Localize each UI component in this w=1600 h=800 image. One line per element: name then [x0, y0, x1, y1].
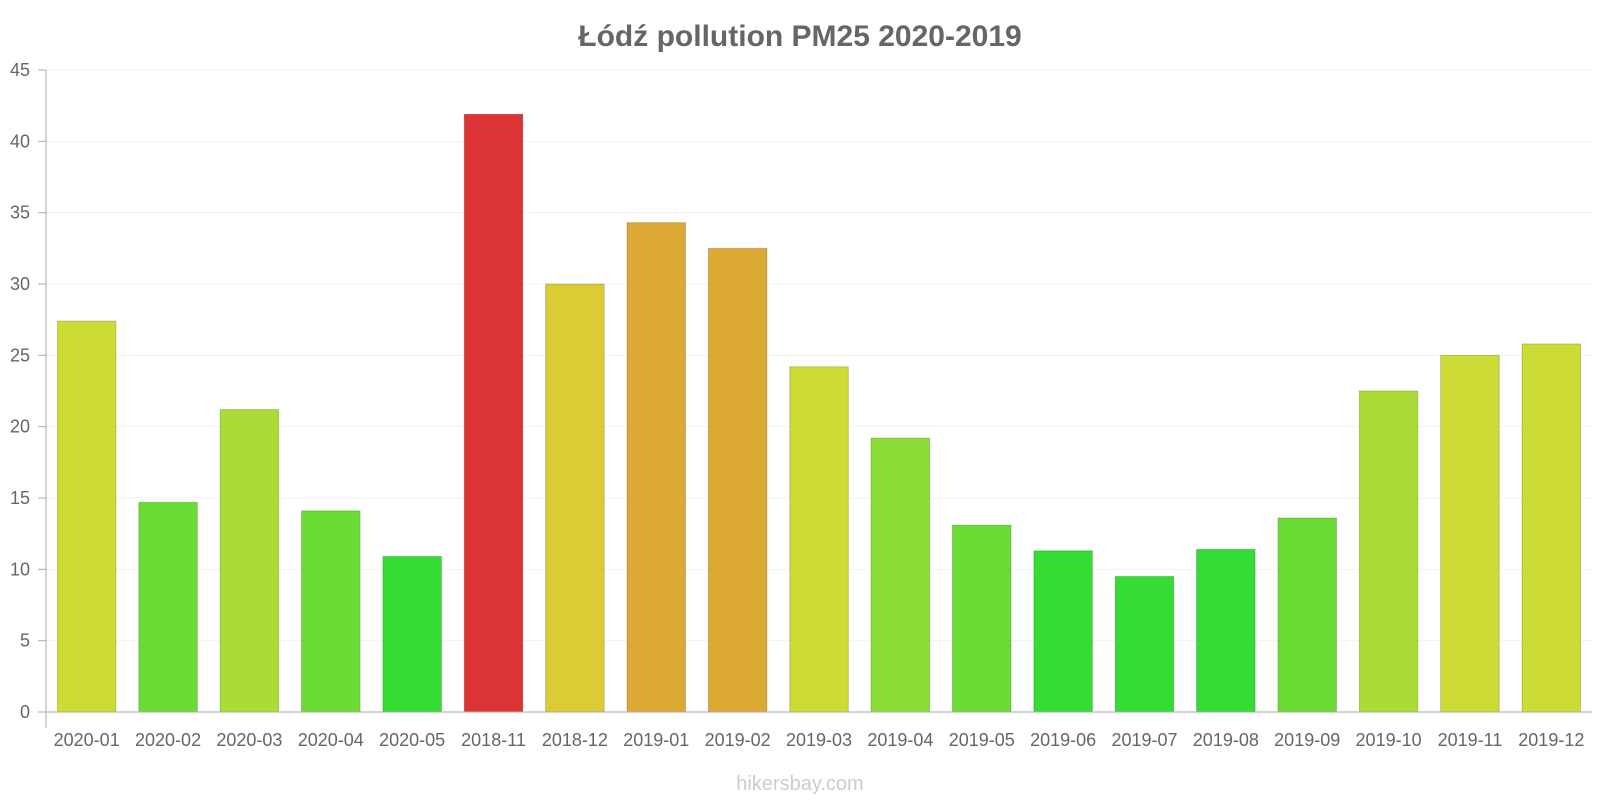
bar-2019-02	[707, 247, 768, 713]
y-tick-label: 5	[20, 631, 30, 651]
bar-2019-05	[951, 524, 1012, 713]
x-tick-label: 2020-03	[216, 730, 282, 750]
bar-2020-05	[382, 555, 442, 713]
y-tick-label: 25	[10, 345, 30, 365]
x-axis: 2020-01 2020-02 2020-03 2020-04 2020-05 2018-…	[46, 711, 1592, 750]
x-tick-label: 2019-09	[1274, 730, 1340, 750]
y-tick-label: 15	[10, 488, 30, 508]
y-tick-label: 45	[10, 60, 30, 80]
bar-2020-01	[56, 320, 117, 713]
y-axis: 0 5 10 15 20 25 30 35 40 45	[10, 60, 47, 728]
x-tick-label: 2020-05	[379, 730, 445, 750]
x-tick-label: 2018-11	[461, 730, 526, 750]
bar-2019-10	[1358, 390, 1419, 713]
x-tick-label: 2019-01	[623, 730, 689, 750]
bar-2019-04	[870, 437, 931, 713]
x-tick-label: 2019-07	[1111, 730, 1177, 750]
x-tick-label: 2020-04	[298, 730, 364, 750]
bar-2019-03	[789, 366, 849, 713]
x-tick-label: 2019-08	[1193, 730, 1259, 750]
bar-2019-12	[1521, 343, 1582, 713]
bar-2018-11	[463, 113, 524, 713]
x-tick-label: 2020-02	[135, 730, 201, 750]
y-tick-label: 20	[10, 417, 30, 437]
y-tick-label: 35	[10, 203, 30, 223]
bar-2019-09	[1277, 517, 1338, 713]
bar-2018-12	[545, 283, 605, 713]
x-tick-label: 2019-05	[949, 730, 1015, 750]
y-tick-label: 30	[10, 274, 30, 294]
bars	[56, 113, 1582, 713]
watermark: hikersbay.com	[736, 773, 863, 795]
bar-2020-02	[138, 501, 198, 713]
bar-2019-01	[626, 222, 687, 713]
chart-title: Łódź pollution PM25 2020-2019	[578, 20, 1021, 53]
x-tick-label: 2019-11	[1438, 730, 1503, 750]
x-tick-label: 2018-12	[542, 730, 608, 750]
bar-2020-03	[219, 409, 280, 713]
bar-2020-04	[300, 510, 361, 713]
y-tick-label: 10	[10, 559, 30, 579]
x-tick-label: 2019-02	[705, 730, 771, 750]
x-tick-label: 2019-06	[1030, 730, 1096, 750]
x-tick-label: 2019-12	[1518, 730, 1584, 750]
x-tick-label: 2019-10	[1356, 730, 1422, 750]
bar-2019-08	[1196, 548, 1256, 713]
x-tick-label: 2019-03	[786, 730, 852, 750]
y-tick-label: 0	[20, 702, 30, 722]
bar-2019-07	[1114, 575, 1175, 713]
x-tick-label: 2020-01	[54, 730, 120, 750]
bar-2019-11	[1440, 354, 1500, 713]
x-tick-label: 2019-04	[867, 730, 933, 750]
bar-2019-06	[1033, 550, 1093, 713]
y-tick-label: 40	[10, 131, 30, 151]
